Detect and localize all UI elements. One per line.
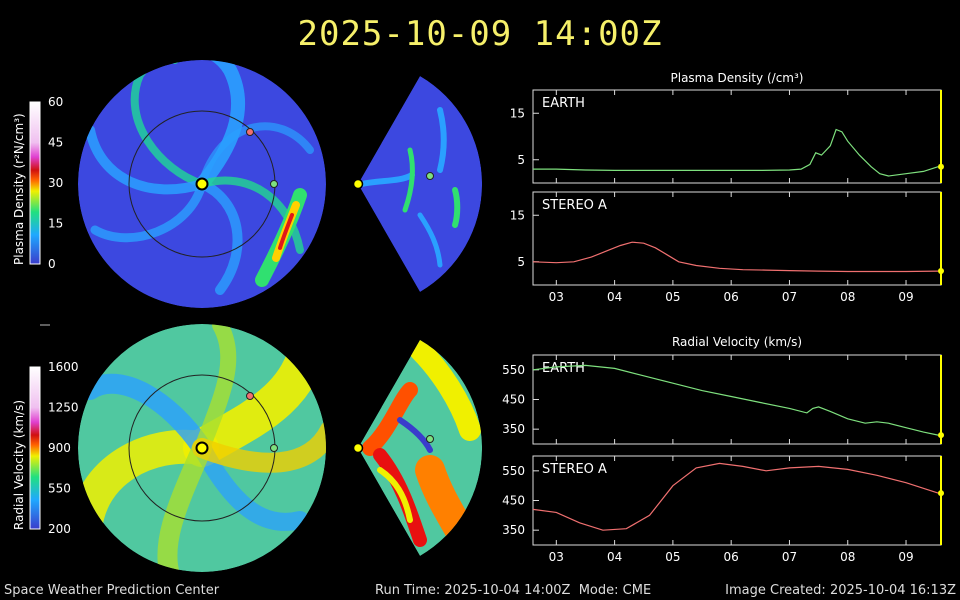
sun-marker: [195, 177, 364, 455]
current-value-dot: [938, 268, 944, 275]
timeseries-panel-4: 350 450 550 03 04 05 06 07 08 09 STEREO A: [502, 455, 944, 564]
x-tick-label: 04: [607, 550, 622, 564]
x-tick-label: 08: [840, 550, 855, 564]
footer-mode: Mode: CME: [578, 583, 652, 598]
y-tick-label: 550: [502, 363, 525, 377]
page-title: 2025-10-09 14:00Z: [297, 14, 663, 54]
velocity-colorbar-tick: 550: [48, 482, 71, 496]
y-tick-label: 5: [517, 255, 525, 269]
x-tick-label: 05: [665, 550, 680, 564]
y-tick-label: 350: [502, 422, 525, 436]
x-tick-label: 04: [607, 290, 622, 304]
y-tick-label: 15: [510, 106, 525, 120]
x-tick-label: 05: [665, 290, 680, 304]
density-colorbar-tick: 0: [48, 257, 56, 271]
x-tick-label: 09: [898, 550, 913, 564]
y-tick-label: 15: [510, 208, 525, 222]
footer-organization: Space Weather Prediction Center: [4, 583, 220, 598]
panel-label: EARTH: [542, 96, 585, 111]
velocity-colorbar: 1600 1250 900 550 200: [29, 360, 79, 536]
current-value-dot: [938, 490, 944, 497]
timeseries-panel-1: 5 15 EARTH: [510, 89, 944, 184]
x-tick-label: 07: [782, 290, 797, 304]
series-line: [532, 364, 939, 436]
velocity-meridional-plot: [358, 340, 483, 556]
y-tick-label: 450: [502, 494, 525, 508]
current-value-dot: [938, 163, 944, 170]
timeseries-panel-3: 350 450 550 EARTH: [502, 354, 944, 445]
velocity-section-title: Radial Velocity (km/s): [672, 335, 802, 349]
velocity-colorbar-label: Radial Velocity (km/s): [12, 399, 26, 530]
density-ecliptic-plot: [78, 60, 326, 308]
panel-label: STEREO A: [542, 198, 607, 213]
y-tick-label: 450: [502, 393, 525, 407]
series-line: [532, 241, 939, 273]
y-tick-label: 5: [517, 153, 525, 167]
density-meridional-plot: [358, 76, 483, 292]
footer-run-time: Run Time: 2025-10-04 14:00Z: [375, 583, 571, 598]
velocity-colorbar-tick: 900: [48, 441, 71, 455]
series-line: [533, 128, 939, 177]
x-tick-label: 07: [782, 550, 797, 564]
x-tick-label: 09: [898, 290, 913, 304]
density-colorbar-tick: 30: [48, 176, 63, 190]
panel-label: EARTH: [542, 361, 585, 376]
density-colorbar-tick: 60: [48, 95, 63, 109]
timeseries-panel-2: 5 15 03 04 05 06 07 08 09 STEREO A: [510, 191, 944, 304]
velocity-ecliptic-plot: [78, 324, 326, 572]
footer-image-created: Image Created: 2025-10-04 16:13Z: [725, 583, 956, 598]
x-tick-label: 06: [724, 290, 739, 304]
current-value-dot: [938, 432, 944, 439]
footer-run-info: Run Time: 2025-10-04 14:00Z Mode: CME: [375, 583, 651, 598]
density-colorbar-tick: 15: [48, 217, 63, 231]
series-line: [532, 462, 939, 531]
density-colorbar: 60 45 30 15 0: [29, 95, 63, 271]
velocity-colorbar-tick: 1600: [48, 360, 79, 374]
y-tick-label: 350: [502, 523, 525, 537]
density-section-title: Plasma Density (/cm³): [671, 71, 804, 85]
velocity-colorbar-tick: 1250: [48, 401, 79, 415]
earth-marker: [270, 172, 434, 452]
x-tick-label: 03: [549, 550, 564, 564]
x-tick-label: 06: [724, 550, 739, 564]
x-tick-label: 08: [840, 290, 855, 304]
stereo-a-marker: [246, 128, 254, 400]
density-colorbar-label: Plasma Density (r²N/cm³): [12, 113, 26, 265]
panel-label: STEREO A: [542, 462, 607, 477]
x-tick-label: 03: [549, 290, 564, 304]
density-colorbar-tick: 45: [48, 136, 63, 150]
velocity-colorbar-tick: 200: [48, 522, 71, 536]
y-tick-label: 550: [502, 464, 525, 478]
